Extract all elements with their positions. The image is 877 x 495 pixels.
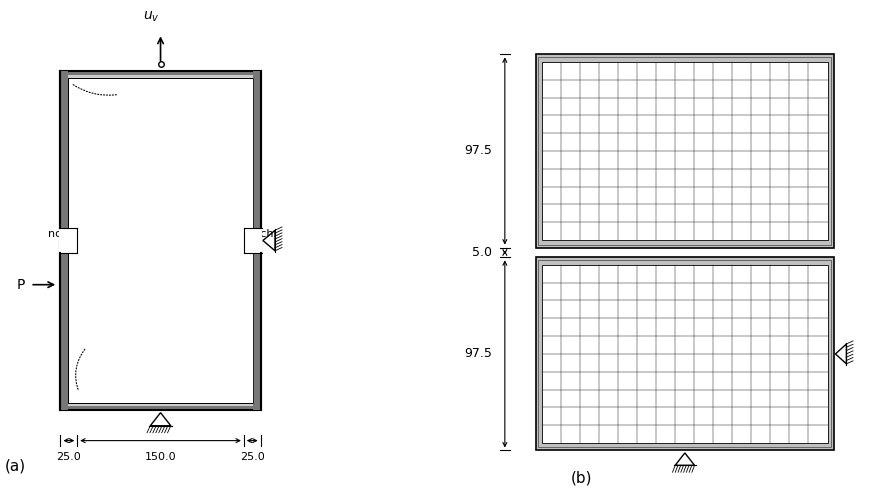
Bar xyxy=(535,257,833,450)
Bar xyxy=(535,54,833,248)
Bar xyxy=(538,260,831,447)
Text: 25.0: 25.0 xyxy=(239,452,264,462)
Text: (a): (a) xyxy=(4,458,25,473)
Bar xyxy=(65,75,256,406)
Bar xyxy=(59,228,77,253)
Text: glued steel frame: glued steel frame xyxy=(89,335,188,345)
Bar xyxy=(538,57,831,245)
Text: glued steel frame: glued steel frame xyxy=(121,90,220,99)
Bar xyxy=(61,253,68,410)
Text: $f_{t0} = 3$ N/mm$^2$: $f_{t0} = 3$ N/mm$^2$ xyxy=(128,171,203,189)
Text: $k_n = 10^4$ N/mm$^3$: $k_n = 10^4$ N/mm$^3$ xyxy=(122,264,208,283)
Text: v $= 0.20$: v $= 0.20$ xyxy=(141,140,189,151)
Bar xyxy=(253,71,260,228)
Text: $u_v$: $u_v$ xyxy=(143,10,160,24)
Text: $G_F = 0.11$ N/mm: $G_F = 0.11$ N/mm xyxy=(121,233,209,247)
Bar xyxy=(244,228,261,253)
Text: 25.0: 25.0 xyxy=(56,452,82,462)
Text: 150.0: 150.0 xyxy=(145,452,176,462)
Bar xyxy=(61,71,260,410)
Bar xyxy=(68,78,253,403)
Text: $E = 30000$ N/mm$^2$: $E = 30000$ N/mm$^2$ xyxy=(117,108,214,126)
Text: 5.0: 5.0 xyxy=(471,246,491,259)
Text: notch: notch xyxy=(48,229,80,239)
Bar xyxy=(253,253,260,410)
Text: 97.5: 97.5 xyxy=(463,347,491,360)
Text: (b): (b) xyxy=(570,470,591,485)
Bar xyxy=(68,78,253,403)
Bar xyxy=(61,71,68,228)
Text: notch: notch xyxy=(241,229,273,239)
Text: $k_s = 10^4$ N/mm$^3$: $k_s = 10^4$ N/mm$^3$ xyxy=(122,296,208,314)
Text: 97.5: 97.5 xyxy=(463,145,491,157)
Text: $f_c = 38$ N/mm$^2$: $f_c = 38$ N/mm$^2$ xyxy=(126,202,204,220)
Text: P: P xyxy=(17,278,25,292)
Bar xyxy=(542,62,826,240)
Bar xyxy=(61,71,260,410)
Bar xyxy=(542,265,826,443)
